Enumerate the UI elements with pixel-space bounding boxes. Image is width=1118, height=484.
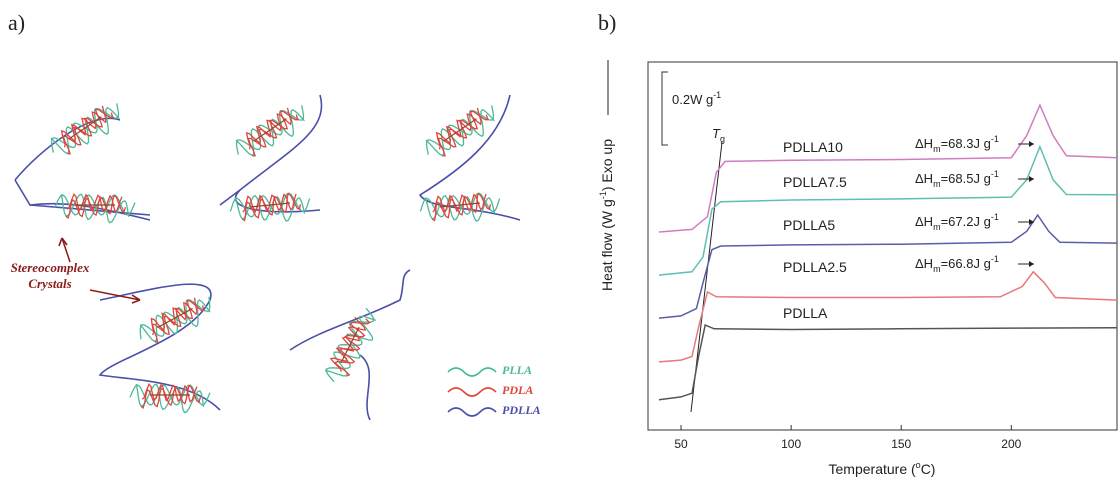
- chain: [241, 192, 302, 222]
- chain-diagram: [14, 94, 521, 421]
- enthalpy-text: =68.5J g: [941, 171, 991, 186]
- arrow-head: [1029, 141, 1034, 147]
- legend-label: PDLA: [502, 383, 533, 397]
- y-label-text: ) Exo up: [599, 139, 615, 191]
- chain: [431, 192, 492, 222]
- arrow-head: [1029, 176, 1034, 182]
- x-tick-label: 100: [781, 437, 801, 451]
- tg-label: Tg: [712, 126, 725, 144]
- y-label: Heat flow (W g-1) Exo up: [598, 139, 615, 291]
- chain: [250, 202, 290, 208]
- enthalpy-label: ΔHm=67.2J g-1: [915, 212, 999, 232]
- enthalpy-sub: m: [933, 264, 941, 274]
- chain: [62, 108, 114, 155]
- enthalpy-sup: -1: [991, 134, 999, 144]
- pdlla-chain: [289, 269, 411, 421]
- x-label-text: C): [921, 461, 936, 477]
- enthalpy-text: =66.8J g: [941, 256, 991, 271]
- chain: [253, 118, 287, 142]
- legend-swatch: [447, 407, 497, 417]
- series-label: PDLLA: [783, 305, 828, 321]
- y-axis-label: Heat flow (W g-1) Exo up: [598, 60, 615, 291]
- heat-flow-curve: [658, 213, 1118, 319]
- heat-flow-curve: [658, 270, 1118, 363]
- arrow-head: [131, 294, 141, 304]
- x-tick-label: 200: [1001, 437, 1021, 451]
- enthalpy-sub: m: [933, 144, 941, 154]
- legend-label: PDLLA: [502, 403, 541, 417]
- enthalpy-sub: m: [933, 222, 941, 232]
- enthalpy-sup: -1: [991, 212, 999, 222]
- callout-label: Stereocomplex: [11, 260, 90, 275]
- enthalpy-text: ΔH: [915, 136, 933, 151]
- enthalpy-text: ΔH: [915, 256, 933, 271]
- scale-text: 0.2W g: [672, 92, 713, 107]
- enthalpy-text: ΔH: [915, 171, 933, 186]
- legend-swatch: [447, 387, 497, 397]
- arrow-head: [1029, 261, 1034, 267]
- enthalpy-text: ΔH: [915, 214, 933, 229]
- panel-label: b): [598, 10, 616, 35]
- y-label-text: Heat flow (W g: [599, 199, 615, 291]
- panel-label: a): [8, 10, 25, 35]
- callout-arrow: [89, 289, 141, 301]
- y-label-sup: -1: [598, 191, 608, 199]
- chain: [150, 297, 198, 336]
- scale-sup: -1: [713, 90, 721, 100]
- chain: [440, 202, 480, 208]
- tg-text: T: [712, 126, 721, 141]
- chain: [333, 318, 371, 377]
- chain: [437, 110, 489, 157]
- pdlla-chain: [98, 283, 221, 411]
- chain: [247, 110, 299, 157]
- x-label-text: Temperature (: [829, 461, 916, 477]
- enthalpy-text: =68.3J g: [941, 136, 991, 151]
- enthalpy-sup: -1: [991, 169, 999, 179]
- series-label: PDLLA10: [783, 139, 843, 155]
- arrow-head: [1029, 219, 1034, 225]
- x-tick-label: 50: [674, 437, 688, 451]
- tg-sub: g: [720, 134, 725, 144]
- enthalpy-label: ΔHm=68.5J g-1: [915, 169, 999, 189]
- enthalpy-sub: m: [933, 179, 941, 189]
- heat-flow-curve: [658, 103, 1118, 233]
- series-label: PDLLA5: [783, 217, 835, 233]
- legend-label: PLLA: [502, 363, 532, 377]
- chain: [157, 307, 193, 329]
- enthalpy-label: ΔHm=68.3J g-1: [915, 134, 999, 154]
- enthalpy-sup: -1: [991, 254, 999, 264]
- chain: [340, 326, 360, 364]
- heat-flow-curve: [658, 324, 1118, 401]
- x-label-sup: o: [916, 460, 921, 470]
- chain: [140, 384, 202, 409]
- callout-arrow: [61, 237, 71, 263]
- enthalpy-label: ΔHm=66.8J g-1: [915, 254, 999, 274]
- series-label: PDLLA2.5: [783, 259, 847, 275]
- legend-swatch: [447, 367, 497, 377]
- enthalpy-text: =67.2J g: [941, 214, 991, 229]
- chain: [443, 118, 477, 142]
- scale-bar-label: 0.2W g-1: [672, 90, 721, 107]
- x-axis-label: Temperature (oC): [829, 460, 936, 477]
- x-tick-label: 150: [891, 437, 911, 451]
- heat-flow-curve: [658, 144, 1118, 276]
- chain: [65, 194, 127, 219]
- scale-bar: [661, 71, 668, 146]
- plot-frame: [647, 61, 1118, 431]
- arrow-head: [58, 237, 68, 247]
- callout-label: Crystals: [28, 276, 71, 291]
- chain: [68, 116, 102, 140]
- pdlla-chain: [219, 94, 323, 213]
- series-label: PDLLA7.5: [783, 174, 847, 190]
- chain: [151, 299, 205, 343]
